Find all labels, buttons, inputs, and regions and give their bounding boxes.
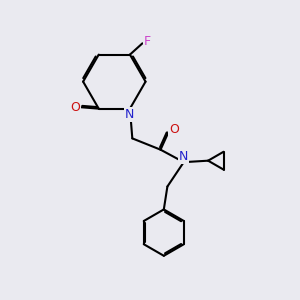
Text: N: N <box>179 150 188 163</box>
Text: F: F <box>144 35 151 48</box>
Text: N: N <box>125 107 135 121</box>
Text: O: O <box>169 123 179 136</box>
Text: O: O <box>70 101 80 114</box>
